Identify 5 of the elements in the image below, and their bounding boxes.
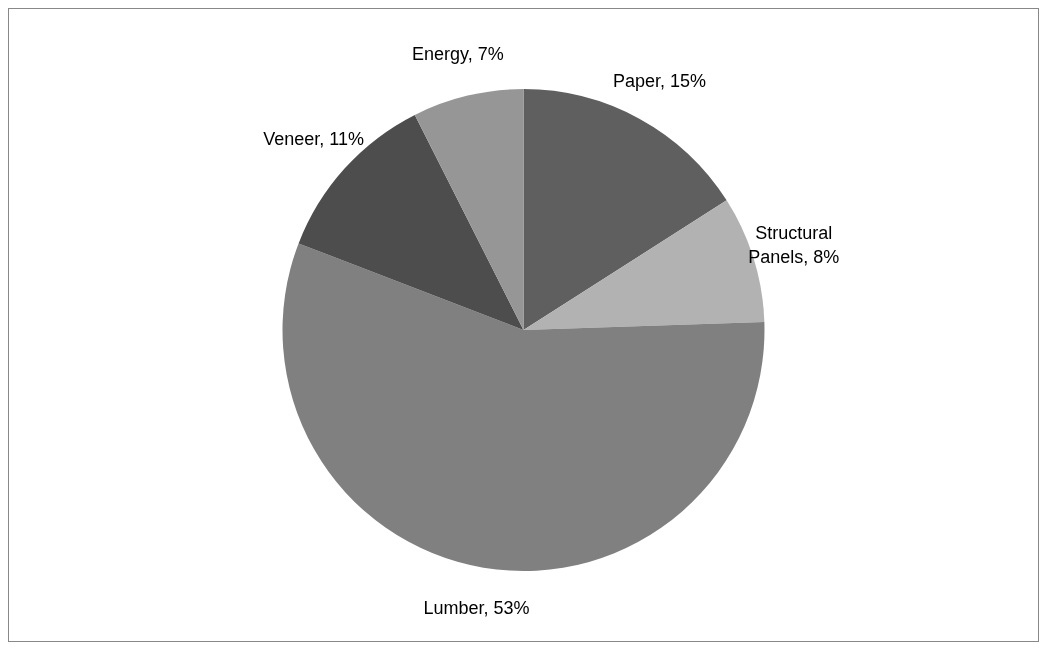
slice-label: Structural Panels, 8% xyxy=(748,223,840,268)
slice-label: Paper, 15% xyxy=(612,70,707,91)
slice-label: Lumber, 53% xyxy=(423,598,530,619)
slice-label: Energy, 7% xyxy=(412,43,504,64)
slice-label: Veneer, 11% xyxy=(263,129,364,150)
